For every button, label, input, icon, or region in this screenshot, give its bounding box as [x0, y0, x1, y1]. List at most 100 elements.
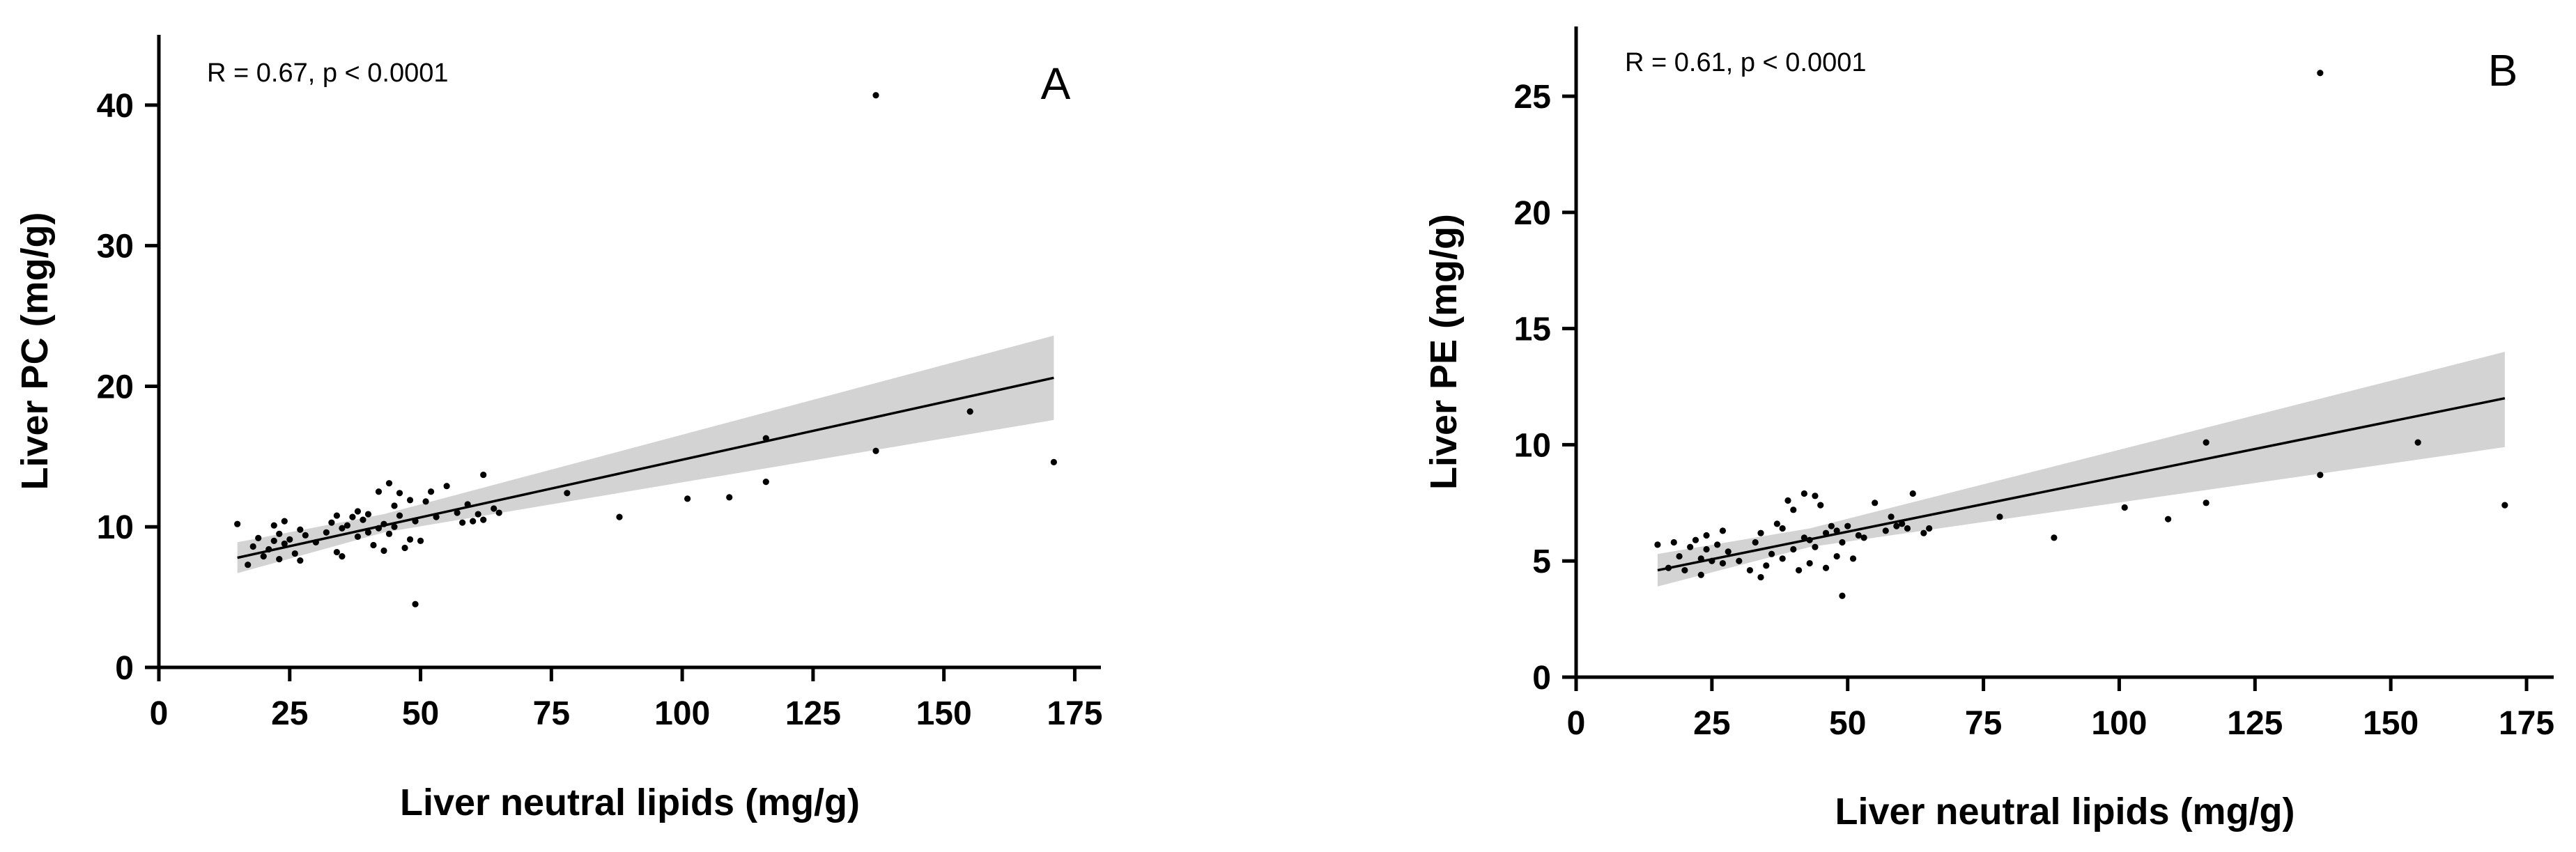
data-point: [454, 509, 461, 516]
x-tick-label: 25: [1693, 705, 1730, 742]
data-point: [339, 525, 346, 532]
data-point: [406, 536, 414, 543]
data-point: [1697, 571, 1704, 578]
data-point: [1882, 527, 1889, 534]
x-tick-label: 150: [2363, 705, 2419, 742]
data-point: [1746, 566, 1754, 574]
data-point: [328, 519, 335, 526]
data-point: [1899, 520, 1906, 527]
regression-line: [1657, 396, 2506, 572]
x-tick-label: 50: [402, 695, 439, 732]
data-point: [872, 447, 879, 454]
data-point: [1806, 559, 1813, 567]
y-tick-label: 20: [1514, 195, 1551, 232]
data-point: [333, 512, 340, 519]
data-point: [1768, 550, 1775, 557]
data-point: [375, 488, 383, 495]
x-tick-label: 25: [271, 695, 308, 732]
data-point: [1790, 506, 1797, 513]
x-tick-label: 125: [2227, 705, 2283, 742]
data-point: [1844, 522, 1851, 529]
data-point: [344, 522, 350, 529]
data-point: [2164, 516, 2172, 522]
data-point: [1833, 527, 1840, 534]
data-point: [2414, 439, 2421, 446]
data-point: [762, 479, 769, 486]
data-point: [412, 518, 419, 525]
data-point: [1692, 536, 1699, 543]
data-point: [1697, 555, 1704, 562]
data-point: [1719, 559, 1727, 567]
data-point: [1839, 539, 1846, 546]
data-point: [480, 516, 487, 523]
data-point: [234, 520, 241, 527]
data-point: [1828, 522, 1835, 529]
data-point: [1996, 513, 2003, 520]
data-point: [1779, 555, 1786, 562]
data-point: [1855, 532, 1862, 539]
data-point: [1779, 525, 1786, 532]
data-point: [312, 539, 319, 546]
x-tick-label: 175: [1047, 695, 1102, 732]
correlation-stat: R = 0.61, p < 0.0001: [1625, 48, 1867, 77]
data-point: [1893, 522, 1900, 529]
data-point: [1670, 539, 1677, 546]
data-point: [380, 520, 387, 527]
data-point: [464, 501, 471, 508]
x-tick-label: 0: [1567, 705, 1586, 742]
data-point: [1872, 499, 1879, 506]
data-point: [412, 601, 419, 607]
data-point: [1839, 592, 1846, 599]
data-point: [1800, 534, 1807, 541]
data-point: [260, 552, 267, 560]
y-axis-title: Liver PE (mg/g): [1423, 214, 1465, 490]
data-point: [480, 471, 487, 479]
data-point: [281, 518, 288, 525]
y-tick-label: 0: [1532, 660, 1551, 697]
data-point: [2317, 70, 2324, 77]
data-point: [401, 544, 408, 552]
data-point: [2203, 499, 2209, 506]
data-point: [255, 534, 262, 541]
regression-line: [237, 376, 1054, 559]
data-point: [495, 509, 502, 516]
data-point: [475, 511, 481, 518]
data-point: [1752, 539, 1759, 546]
data-point: [1703, 532, 1710, 539]
y-tick-label: 40: [97, 88, 134, 125]
data-point: [443, 483, 450, 490]
y-tick-label: 10: [97, 509, 134, 546]
y-tick-label: 30: [97, 229, 134, 265]
data-point: [276, 556, 283, 563]
data-point: [2501, 502, 2508, 509]
data-point: [396, 512, 403, 519]
data-point: [1833, 552, 1840, 560]
data-point: [2203, 439, 2209, 446]
data-point: [1714, 541, 1721, 548]
y-tick-label: 0: [115, 650, 134, 687]
data-point: [1888, 513, 1895, 520]
data-point: [872, 92, 879, 99]
data-point: [1050, 458, 1057, 466]
data-point: [297, 557, 304, 564]
data-point: [417, 537, 424, 545]
data-point: [249, 543, 256, 550]
x-tick-label: 0: [150, 695, 169, 732]
data-point: [1773, 520, 1780, 527]
data-point: [470, 518, 477, 525]
data-point: [385, 530, 393, 537]
data-point: [380, 547, 387, 555]
data-point: [1736, 557, 1743, 564]
data-point: [270, 522, 277, 529]
x-tick-label: 100: [654, 695, 710, 732]
x-tick-label: 125: [785, 695, 841, 732]
data-point: [364, 529, 372, 536]
x-tick-label: 75: [1965, 705, 2002, 742]
panel-a-chart: 0 25 50 75 100 125 150 175 0 10 20 30 40 Liver neutra…: [14, 35, 1102, 823]
data-point: [1665, 564, 1672, 571]
data-point: [339, 552, 346, 560]
data-point: [370, 541, 377, 549]
data-point: [1654, 541, 1661, 548]
data-point: [427, 488, 435, 495]
